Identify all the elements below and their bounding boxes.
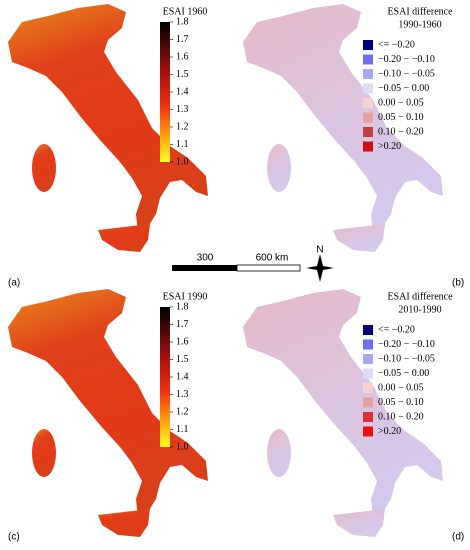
legend-swatch bbox=[363, 368, 373, 379]
legend-label: 0.05 − 0.10 bbox=[378, 112, 424, 123]
sicily bbox=[333, 509, 385, 537]
scale-white bbox=[236, 264, 301, 272]
colorbar-tick-label: 1.8 bbox=[176, 16, 189, 27]
colorbar-tick-label: 1.1 bbox=[176, 139, 189, 150]
panel-label: (d) bbox=[452, 532, 464, 543]
legend-swatch bbox=[363, 40, 373, 50]
sardinia bbox=[32, 429, 56, 477]
legend-swatch bbox=[363, 83, 373, 94]
panel-label: (c) bbox=[8, 532, 20, 543]
legend-swatch bbox=[363, 141, 373, 152]
legend-label: 0.05 − 0.10 bbox=[378, 397, 424, 408]
legend-swatch bbox=[363, 54, 373, 65]
scale-label: 600 km bbox=[256, 253, 289, 264]
colorbar-tick-label: 1.6 bbox=[176, 336, 189, 347]
legend-swatch bbox=[363, 354, 373, 364]
colorbar-tick-label: 1.8 bbox=[176, 301, 189, 312]
panel: ESAI difference 2010-1990 <= −0.20 −0.20 − … bbox=[243, 289, 453, 537]
legend-swatch bbox=[363, 426, 373, 437]
legend-swatch bbox=[363, 339, 373, 350]
colorbar-tick-label: 1.6 bbox=[176, 51, 189, 62]
legend-label: −0.20 − −0.10 bbox=[378, 339, 435, 350]
panel-title: 2010-1990 bbox=[398, 304, 441, 315]
panel-title: ESAI difference bbox=[387, 6, 453, 17]
legend-label: 0.00 − 0.05 bbox=[378, 97, 424, 108]
sicily bbox=[98, 509, 150, 537]
legend-label: −0.10 − −0.05 bbox=[378, 68, 435, 79]
panel-label: (b) bbox=[452, 278, 464, 289]
colorbar bbox=[160, 22, 170, 162]
sardinia bbox=[267, 429, 291, 477]
colorbar-tick-label: 1.4 bbox=[176, 86, 189, 97]
legend-label: −0.05 − 0.00 bbox=[378, 83, 429, 94]
panel: ESAI difference 1990-1960 <= −0.20 −0.20 − … bbox=[243, 4, 453, 252]
mainland bbox=[8, 289, 208, 519]
scale-black bbox=[172, 265, 237, 271]
legend-label: 0.10 − 0.20 bbox=[378, 411, 424, 422]
colorbar-tick-label: 1.5 bbox=[176, 354, 189, 365]
colorbar-tick-label: 1.0 bbox=[176, 156, 189, 167]
sardinia bbox=[32, 144, 56, 192]
legend-swatch bbox=[363, 383, 373, 393]
colorbar-tick-label: 1.7 bbox=[176, 319, 189, 330]
legend-label: >0.20 bbox=[378, 141, 401, 152]
north-label: N bbox=[316, 245, 323, 256]
colorbar-tick-label: 1.0 bbox=[176, 441, 189, 452]
legend-label: 0.00 − 0.05 bbox=[378, 382, 424, 393]
panel-title: ESAI difference bbox=[387, 291, 453, 302]
panel-title: ESAI 1990 bbox=[163, 291, 208, 302]
north-arrow: N bbox=[306, 245, 334, 282]
colorbar bbox=[160, 307, 170, 447]
legend-swatch bbox=[363, 412, 373, 422]
legend-swatch bbox=[363, 397, 373, 408]
scale-bar: 300 600 km bbox=[172, 253, 301, 272]
colorbar-tick-label: 1.7 bbox=[176, 34, 189, 45]
colorbar-tick-label: 1.5 bbox=[176, 69, 189, 80]
compass bbox=[306, 254, 334, 282]
sardinia bbox=[267, 144, 291, 192]
colorbar-tick-label: 1.1 bbox=[176, 424, 189, 435]
legend-label: −0.10 − −0.05 bbox=[378, 353, 435, 364]
mainland bbox=[243, 4, 443, 234]
legend-label: >0.20 bbox=[378, 426, 401, 437]
legend-label: <= −0.20 bbox=[378, 324, 415, 335]
legend-swatch bbox=[363, 325, 373, 335]
legend-label: −0.05 − 0.00 bbox=[378, 368, 429, 379]
colorbar-tick-label: 1.2 bbox=[176, 406, 189, 417]
legend-swatch bbox=[363, 69, 373, 79]
legend-swatch bbox=[363, 98, 373, 108]
legend-label: 0.10 − 0.20 bbox=[378, 126, 424, 137]
panel-title: 1990-1960 bbox=[398, 19, 441, 30]
panel-title: ESAI 1960 bbox=[163, 6, 208, 17]
legend-swatch bbox=[363, 127, 373, 137]
colorbar-tick-label: 1.2 bbox=[176, 121, 189, 132]
colorbar-tick-label: 1.3 bbox=[176, 104, 189, 115]
colorbar-tick-label: 1.4 bbox=[176, 371, 189, 382]
legend-swatch bbox=[363, 112, 373, 123]
colorbar-tick-label: 1.3 bbox=[176, 389, 189, 400]
scale-label: 300 bbox=[197, 253, 214, 264]
sicily bbox=[333, 224, 385, 252]
legend-label: −0.20 − −0.10 bbox=[378, 54, 435, 65]
panel-label: (a) bbox=[8, 278, 20, 289]
sicily bbox=[98, 224, 150, 252]
mainland bbox=[8, 4, 208, 234]
legend-label: <= −0.20 bbox=[378, 39, 415, 50]
mainland bbox=[243, 289, 443, 519]
